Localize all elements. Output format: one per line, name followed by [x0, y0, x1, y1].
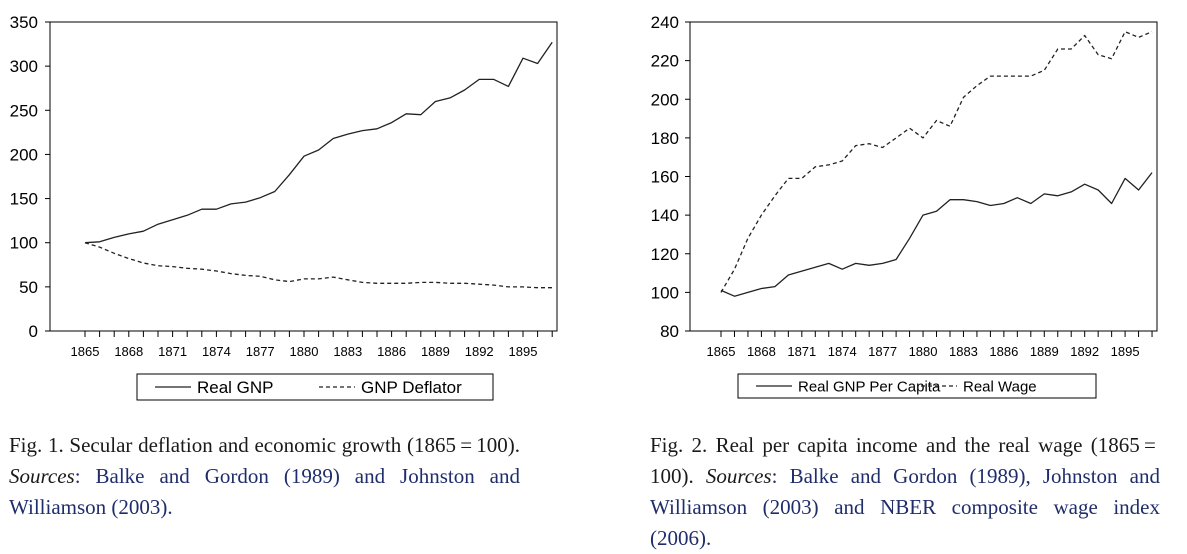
y-tick-label: 220 [651, 52, 679, 71]
legend-label: GNP Deflator [361, 378, 462, 397]
y-tick-label: 150 [10, 190, 38, 209]
x-tick-label: 1868 [114, 344, 143, 359]
legend-label: Real GNP [197, 378, 274, 397]
caption-fig1-sources-label: Sources [9, 464, 75, 488]
x-tick-label: 1871 [158, 344, 187, 359]
x-tick-label: 1895 [1111, 344, 1140, 359]
caption-fig2-sources-text: : Balke and Gordon (1989), Johnston and … [650, 464, 1160, 550]
y-tick-label: 180 [651, 129, 679, 148]
x-tick-label: 1877 [246, 344, 275, 359]
caption-fig1: Fig. 1. Secular deflation and economic g… [9, 430, 520, 523]
caption-fig2-lead: Fig. 2. Real per capita income and the r… [650, 433, 1160, 488]
x-tick-label: 1883 [949, 344, 978, 359]
y-tick-label: 200 [651, 90, 679, 109]
legend-box [737, 373, 1097, 399]
x-tick-label: 1865 [71, 344, 100, 359]
x-tick-label: 1877 [868, 344, 897, 359]
x-tick-label: 1895 [509, 344, 538, 359]
x-tick-label: 1886 [377, 344, 406, 359]
legend-box [136, 373, 494, 401]
caption-fig2-sources-label: Sources [705, 464, 772, 488]
series-line [84, 242, 553, 289]
y-tick-label: 250 [10, 101, 38, 120]
series-line [720, 31, 1153, 293]
charts-canvas: 0 50 100 150 200 250 300 350 1865 1868 1871 1874 187… [10, 13, 1158, 401]
y-tick-label: 50 [19, 278, 38, 297]
x-tick-label: 1889 [1030, 344, 1059, 359]
y-tick-label: 120 [651, 245, 679, 264]
x-tick-label: 1880 [290, 344, 319, 359]
caption-fig2: Fig. 2. Real per capita income and the r… [650, 430, 1160, 554]
y-tick-label: 100 [651, 283, 679, 302]
caption-fig1-sources-text: : Balke and Gordon (1989) and Johnston a… [9, 464, 520, 519]
x-tick-label: 1865 [707, 344, 736, 359]
x-tick-label: 1892 [465, 344, 494, 359]
x-tick-label: 1874 [828, 344, 857, 359]
x-tick-label: 1892 [1070, 344, 1099, 359]
plot-frame [689, 21, 1158, 332]
x-tick-label: 1880 [909, 344, 938, 359]
y-tick-label: 200 [10, 145, 38, 164]
y-tick-label: 100 [10, 234, 38, 253]
legend-label: Real Wage [963, 378, 1037, 395]
x-tick-label: 1868 [747, 344, 776, 359]
legend-label: Real GNP Per Capita [798, 378, 941, 395]
x-tick-label: 1883 [333, 344, 362, 359]
y-tick-label: 240 [651, 13, 679, 32]
y-tick-label: 350 [10, 13, 38, 32]
series-line [720, 172, 1153, 297]
caption-fig1-lead: Fig. 1. Secular deflation and economic g… [9, 433, 520, 457]
series-line [84, 41, 553, 244]
chart-fig2: 80 100 120 140 160 180 200 220 240 1865 1868 1871 18… [651, 13, 1158, 399]
x-tick-label: 1886 [989, 344, 1018, 359]
x-tick-label: 1871 [787, 344, 816, 359]
chart-fig1: 0 50 100 150 200 250 300 350 1865 1868 1871 1874 187… [10, 13, 558, 401]
x-tick-label: 1874 [202, 344, 231, 359]
x-tick-label: 1889 [421, 344, 450, 359]
y-tick-label: 140 [651, 206, 679, 225]
y-tick-label: 0 [29, 322, 38, 341]
y-tick-label: 300 [10, 57, 38, 76]
y-tick-label: 80 [660, 322, 679, 341]
y-tick-label: 160 [651, 168, 679, 187]
